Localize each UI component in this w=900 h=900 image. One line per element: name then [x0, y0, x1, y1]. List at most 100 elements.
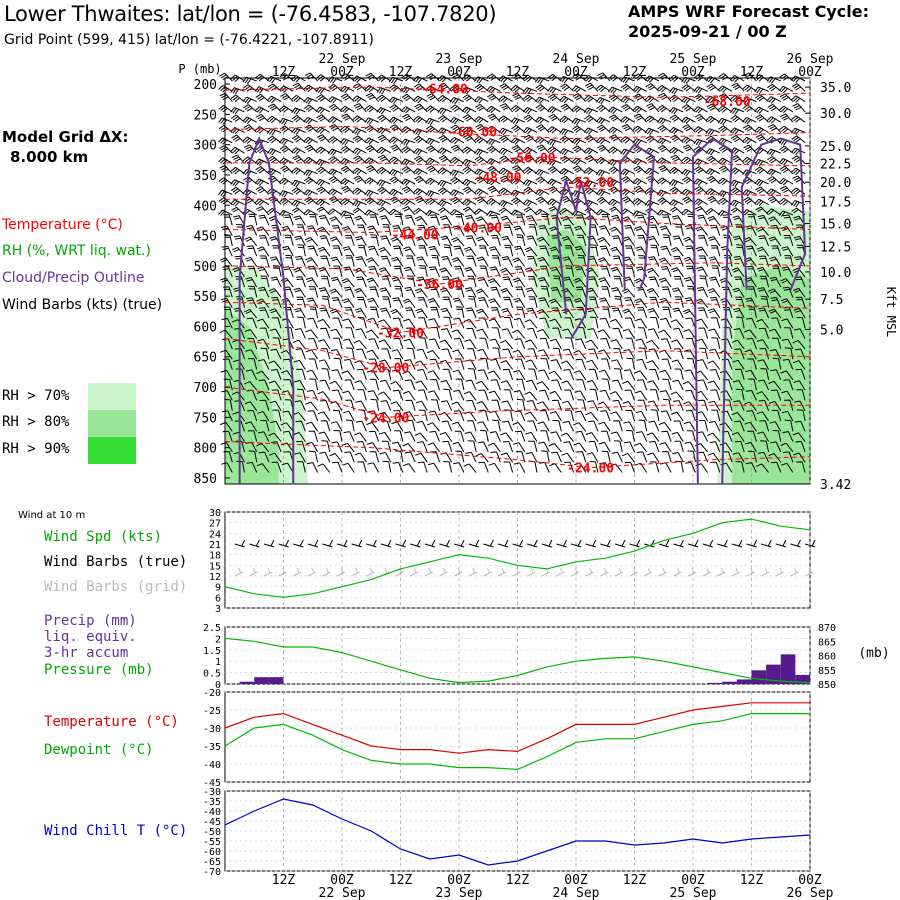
temperature-contour	[224, 125, 811, 140]
wind-barb	[760, 368, 770, 380]
wind-barb	[369, 306, 380, 319]
wind-barb	[632, 210, 647, 217]
wind-barb	[403, 390, 416, 401]
wind-barb	[306, 462, 319, 473]
wind-barb	[791, 115, 806, 123]
wind-barb	[608, 198, 623, 207]
temp-panel-tick-label: -20	[203, 688, 221, 699]
wind-barb	[291, 115, 306, 123]
wind-barb	[625, 337, 635, 350]
wind-barb	[414, 288, 428, 298]
wind-barb	[364, 137, 379, 145]
wind-barb	[388, 96, 404, 105]
wind-barb	[731, 155, 745, 164]
wind-barb-true	[556, 539, 567, 548]
wind-barb	[705, 75, 721, 84]
wind-barb	[571, 117, 586, 126]
wind-barb	[382, 224, 392, 236]
wind-barb-true	[761, 539, 772, 548]
time-tick-label-bottom: 00Z	[681, 873, 705, 888]
wind-barb	[315, 146, 331, 154]
wind-barb	[791, 155, 806, 164]
precip-panel-tick-label: 1.5	[203, 646, 221, 657]
wind-barb	[476, 328, 489, 339]
windchill-panel-tick-label: -70	[203, 867, 221, 878]
wind-barb-true	[351, 539, 363, 548]
windchill-panel-tick-label: -40	[203, 807, 221, 818]
wind-barb-grid	[556, 567, 565, 577]
wind-barb	[515, 430, 526, 442]
wind-barb	[270, 276, 282, 288]
date-label-bottom: 22 Sep	[319, 886, 366, 900]
chart-title: Lower Thwaites: lat/lon = (-76.4583, -10…	[4, 2, 497, 26]
wind-barb	[525, 359, 538, 370]
wind-barb	[366, 421, 380, 432]
precip-bar	[751, 670, 767, 684]
wind-barb	[328, 136, 343, 144]
wind-barb	[317, 463, 331, 473]
wind-barb	[256, 206, 270, 216]
temperature-contour-label: -60.00	[450, 125, 497, 140]
wind-barb	[698, 420, 709, 432]
wind-barb	[585, 432, 599, 442]
wind-barb	[576, 214, 587, 226]
wind-barb-grid	[512, 567, 521, 577]
wind-barb	[402, 443, 416, 453]
wind-barb	[730, 127, 745, 135]
wind-barb	[267, 155, 282, 164]
wind-barb	[515, 214, 526, 226]
wind-barb	[637, 399, 648, 411]
wind-barb-true	[497, 539, 509, 548]
wind-barb	[756, 339, 770, 350]
windchill-panel-tick-label: -55	[203, 837, 221, 848]
wind-barb	[388, 208, 404, 216]
wind-barb	[647, 235, 660, 247]
wind-barb	[552, 327, 562, 339]
wind-barb	[644, 127, 660, 136]
wind-barb	[734, 440, 745, 453]
wind-barb	[356, 368, 367, 380]
windchill-panel-tick-label: -30	[203, 787, 221, 798]
wind-barb	[309, 378, 319, 391]
wind-barb-grid	[585, 567, 594, 577]
wind-barb	[388, 136, 404, 144]
wind-barb	[303, 136, 318, 145]
wind-barb	[656, 137, 672, 145]
wind-barb	[376, 179, 391, 187]
wind-barb	[292, 155, 306, 164]
wind-barb	[730, 199, 745, 208]
wind-barb	[474, 96, 489, 104]
wind-barb	[327, 96, 343, 104]
wind-barb	[634, 226, 648, 236]
wind-barb	[354, 287, 367, 298]
precip-bar	[722, 681, 737, 684]
wind-barb	[259, 327, 270, 339]
wind-barb	[454, 358, 465, 370]
wind-panel-tick-label: 6	[215, 593, 221, 604]
wind-barb	[597, 329, 611, 339]
wind-barb	[230, 146, 245, 155]
wind-barb	[486, 197, 501, 206]
wind-barb	[220, 277, 233, 288]
temperature-contour-label: -68.00	[704, 95, 751, 110]
wind-barb	[242, 84, 258, 92]
wind-barb	[657, 197, 672, 205]
wind-barb	[513, 442, 526, 453]
wind-barb	[513, 317, 526, 329]
wind-barb	[316, 206, 331, 216]
wind-barb	[705, 95, 721, 104]
wind-barb	[636, 431, 648, 442]
wind-barb	[244, 308, 258, 319]
wind-barb	[380, 255, 392, 267]
wind-barb-grid	[614, 567, 624, 577]
altitude-tick-label: 7.5	[820, 293, 843, 308]
wind-barb	[293, 267, 306, 278]
wind-barb	[449, 169, 465, 177]
pressure-tick-label: 500	[194, 260, 217, 275]
wind-barb-true	[424, 539, 436, 548]
wind-barb	[526, 400, 538, 411]
temperature-contour	[224, 216, 811, 234]
wind-barb	[744, 441, 757, 453]
wind-barb	[451, 421, 465, 432]
